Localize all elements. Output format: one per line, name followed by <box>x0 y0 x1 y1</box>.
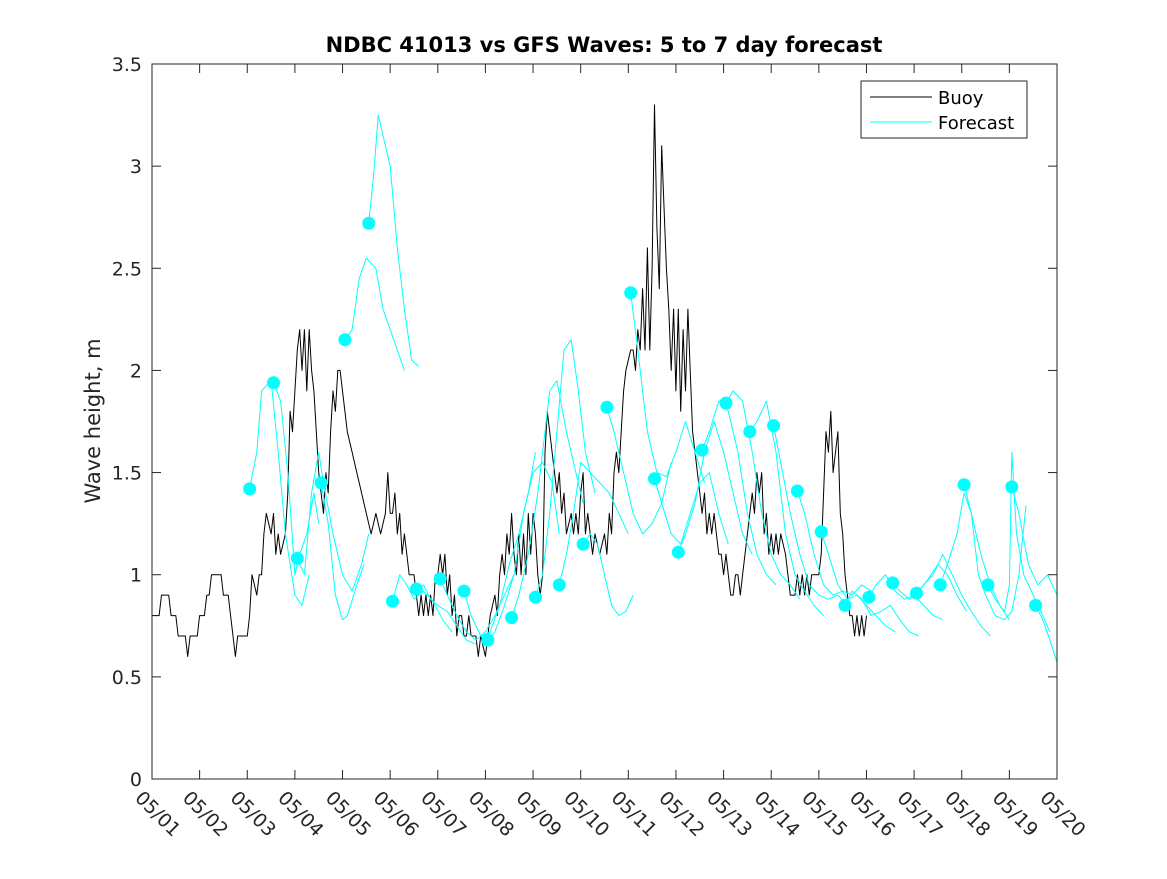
y-tick-label-6: 3 <box>130 156 142 178</box>
y-tick-label-4: 2 <box>130 360 142 382</box>
forecast-start-marker-28 <box>910 586 923 600</box>
forecast-start-marker-33 <box>1029 598 1043 612</box>
forecast-series-line-19 <box>701 400 777 586</box>
y-tick-label-2: 1 <box>130 565 142 587</box>
y-tick-label-3: 1.5 <box>112 463 142 485</box>
forecast-series-line-16 <box>630 292 705 483</box>
y-tick-label-0: 0 <box>130 769 142 791</box>
forecast-start-marker-22 <box>767 419 781 433</box>
forecast-series-line-3 <box>320 482 365 621</box>
forecast-start-marker-27 <box>886 576 900 590</box>
forecast-start-marker-29 <box>933 578 947 592</box>
forecast-series-line-18 <box>677 421 753 555</box>
legend-box <box>860 80 1028 139</box>
legend-buoy-label: Buoy <box>938 88 984 109</box>
forecast-start-marker-3 <box>314 476 328 490</box>
data-layer <box>152 104 1058 663</box>
forecast-start-marker-18 <box>671 545 685 559</box>
y-tick-label-5: 2.5 <box>112 258 142 280</box>
forecast-start-marker-2 <box>290 551 304 565</box>
forecast-series-line-0 <box>249 380 310 606</box>
forecast-start-marker-5 <box>362 216 376 230</box>
forecast-start-marker-10 <box>481 633 495 647</box>
forecast-series-line-7 <box>416 584 477 645</box>
forecast-start-marker-20 <box>719 396 733 410</box>
forecast-series-line-10 <box>487 461 560 641</box>
forecast-start-marker-31 <box>981 578 995 592</box>
forecast-start-marker-30 <box>957 478 971 492</box>
y-axis-label: Wave height, m <box>81 338 105 503</box>
forecast-series-line-26 <box>868 574 943 621</box>
forecast-start-marker-32 <box>1005 480 1019 494</box>
forecast-series-line-32 <box>1011 486 1058 596</box>
forecast-series-line-5 <box>368 114 420 367</box>
forecast-series-line-20 <box>725 390 801 600</box>
y-tick-label-1: 0.5 <box>112 667 142 689</box>
plot-area-frame <box>151 63 1058 780</box>
forecast-start-marker-16 <box>624 286 638 300</box>
forecast-start-marker-19 <box>695 443 709 457</box>
forecast-series-line-2 <box>296 451 370 592</box>
forecast-series-line-33 <box>1035 605 1058 663</box>
forecast-series-line-6 <box>392 574 453 633</box>
forecast-start-marker-1 <box>267 376 280 390</box>
forecast-series-line-11 <box>511 380 584 618</box>
forecast-start-marker-15 <box>600 400 614 414</box>
legend-forecast-label: Forecast <box>938 113 1014 134</box>
forecast-start-marker-0 <box>243 482 257 496</box>
forecast-series-line-8 <box>439 574 515 641</box>
forecast-start-marker-13 <box>552 578 566 592</box>
forecast-start-marker-21 <box>743 425 757 439</box>
forecast-start-marker-23 <box>790 484 804 498</box>
forecast-start-marker-11 <box>505 611 519 625</box>
forecast-series-line-23 <box>796 490 872 596</box>
forecast-series-line-25 <box>844 590 920 637</box>
forecast-start-marker-8 <box>433 572 447 586</box>
forecast-series-line-27 <box>892 564 967 612</box>
chart-title: NDBC 41013 vs GFS Waves: 5 to 7 day fore… <box>326 33 883 57</box>
forecast-series-line-21 <box>749 400 824 616</box>
forecast-start-marker-7 <box>409 582 423 596</box>
y-tick-label-7: 3.5 <box>112 54 142 76</box>
forecast-series-line-14 <box>582 533 634 617</box>
forecast-start-marker-24 <box>814 525 828 539</box>
forecast-series-line-4 <box>344 257 405 371</box>
forecast-start-marker-17 <box>648 472 661 486</box>
legend: Buoy Forecast <box>860 80 1028 139</box>
forecast-start-marker-9 <box>457 584 471 598</box>
forecast-series-line-17 <box>654 472 729 545</box>
forecast-series-line-30 <box>963 484 1027 621</box>
forecast-start-marker-12 <box>528 590 542 604</box>
forecast-start-marker-14 <box>576 537 590 551</box>
forecast-start-marker-26 <box>862 590 876 604</box>
forecast-series-line-13 <box>558 461 629 586</box>
forecast-series-line-22 <box>773 425 848 606</box>
forecast-start-marker-6 <box>386 594 399 608</box>
forecast-series-line-28 <box>916 553 991 637</box>
forecast-series-line-12 <box>534 339 596 598</box>
forecast-start-marker-4 <box>338 333 352 347</box>
forecast-start-marker-25 <box>838 598 852 612</box>
forecast-series-line-15 <box>606 407 672 535</box>
